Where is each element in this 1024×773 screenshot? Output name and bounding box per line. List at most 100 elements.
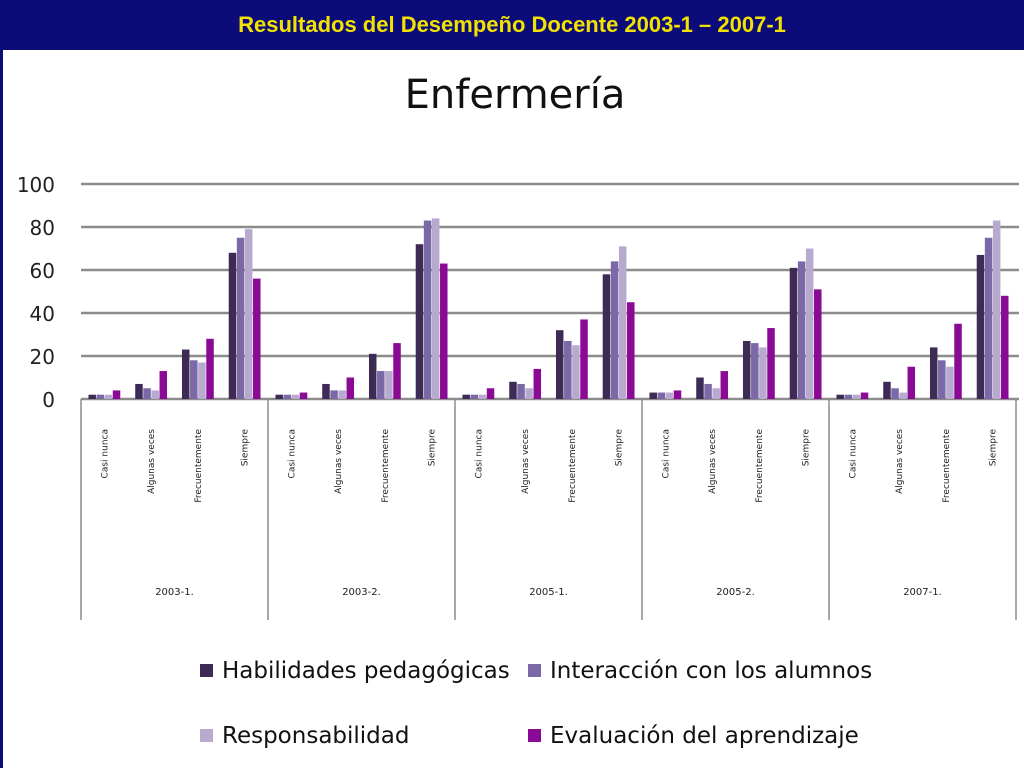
bar: [440, 263, 448, 399]
bar: [649, 392, 657, 399]
bar: [1001, 295, 1009, 399]
x-tick-label: Frecuentemente: [568, 429, 578, 503]
bar: [789, 267, 798, 399]
legend: Habilidades pedagógicas Interacción con l…: [200, 658, 872, 749]
bar: [712, 388, 720, 399]
y-tick-label: 100: [17, 173, 55, 197]
x-tick-label: Frecuentemente: [942, 429, 952, 503]
bar: [338, 390, 346, 399]
bar: [330, 390, 338, 399]
bar: [228, 252, 237, 399]
bar: [992, 220, 1001, 399]
group-label: 2003-2.: [342, 587, 381, 598]
bar: [525, 388, 533, 399]
x-axis-labels: Casi nunca Algunas veces Frecuentemente Sie…: [80, 399, 1017, 620]
bar: [929, 347, 938, 399]
x-tick-label: Casi nunca: [474, 429, 484, 478]
bar: [96, 394, 105, 399]
bar: [805, 248, 814, 399]
bar: [244, 229, 253, 399]
bar: [984, 237, 993, 399]
x-tick-label: Casi nunca: [100, 429, 110, 478]
x-tick-label: Siempre: [615, 429, 625, 467]
bars: [88, 218, 1009, 399]
bar: [385, 371, 393, 399]
x-tick-label: Algunas veces: [521, 429, 531, 494]
x-tick-label: Casi nunca: [287, 429, 297, 478]
group-label: 2007-1.: [903, 587, 942, 598]
bar: [275, 394, 283, 399]
bar: [198, 362, 206, 399]
bar: [104, 394, 113, 399]
bar: [564, 340, 572, 399]
bar: [423, 220, 432, 399]
slide-title: Resultados del Desempeño Docente 2003-1 …: [238, 12, 786, 37]
x-tick-label: Frecuentemente: [755, 429, 765, 503]
bar: [673, 390, 682, 399]
x-tick-label: Frecuentemente: [381, 429, 391, 503]
bar: [742, 340, 751, 399]
x-tick-label: Algunas veces: [895, 429, 905, 494]
bar: [696, 377, 704, 399]
legend-swatch: [528, 729, 541, 742]
y-tick-label: 60: [30, 259, 55, 283]
bar: [377, 371, 385, 399]
y-tick-label: 20: [30, 345, 55, 369]
bar: [283, 394, 292, 399]
bar: [860, 392, 869, 399]
slide-left-border: [0, 50, 3, 768]
legend-label: Habilidades pedagógicas: [222, 658, 510, 684]
slide-title-bar: Resultados del Desempeño Docente 2003-1 …: [0, 0, 1024, 50]
bar: [190, 360, 198, 399]
bar: [291, 394, 300, 399]
bar: [143, 388, 151, 399]
bar: [836, 394, 844, 399]
bar: [346, 377, 355, 399]
bar: [415, 244, 424, 399]
x-tick-label: Siempre: [802, 429, 812, 467]
bar: [899, 392, 907, 399]
x-tick-label: Algunas veces: [708, 429, 718, 494]
bar: [946, 366, 954, 399]
bar: [112, 390, 121, 399]
chart-title: Enfermería: [405, 72, 626, 118]
bar: [751, 343, 759, 399]
bar: [720, 371, 729, 399]
bar: [572, 345, 580, 399]
x-tick-label: Siempre: [428, 429, 438, 467]
x-tick-label: Siempre: [241, 429, 251, 467]
bar: [393, 343, 401, 399]
x-tick-label: Siempre: [989, 429, 999, 467]
bar: [704, 383, 712, 399]
bar: [322, 383, 330, 399]
bar: [883, 381, 891, 399]
bar: [151, 390, 159, 399]
bar: [580, 319, 588, 399]
chart-container: Enfermería 0 20 40 60 80 100 Casi nunca Alguna…: [3, 50, 1024, 773]
bar: [976, 254, 985, 399]
y-tick-label: 0: [42, 388, 55, 412]
legend-swatch: [528, 664, 541, 677]
bar: [665, 392, 674, 399]
bar: [517, 383, 525, 399]
bar: [907, 366, 916, 399]
bar: [470, 394, 479, 399]
x-tick-label: Casi nunca: [661, 429, 671, 478]
bar-chart: Enfermería 0 20 40 60 80 100 Casi nunca Alguna…: [17, 72, 1019, 749]
bar: [236, 237, 245, 399]
legend-label: Interacción con los alumnos: [550, 658, 872, 684]
bar: [627, 302, 635, 399]
bar: [368, 353, 377, 399]
bar: [852, 394, 861, 399]
y-tick-label: 40: [30, 302, 55, 326]
bar: [891, 388, 899, 399]
bar: [797, 261, 806, 399]
bar: [159, 371, 168, 399]
legend-swatch: [200, 729, 213, 742]
x-tick-label: Frecuentemente: [194, 429, 204, 503]
bar: [478, 394, 487, 399]
bar: [486, 388, 495, 399]
legend-label: Evaluación del aprendizaje: [550, 723, 859, 749]
bar: [181, 349, 190, 399]
gridlines: [81, 182, 1019, 401]
